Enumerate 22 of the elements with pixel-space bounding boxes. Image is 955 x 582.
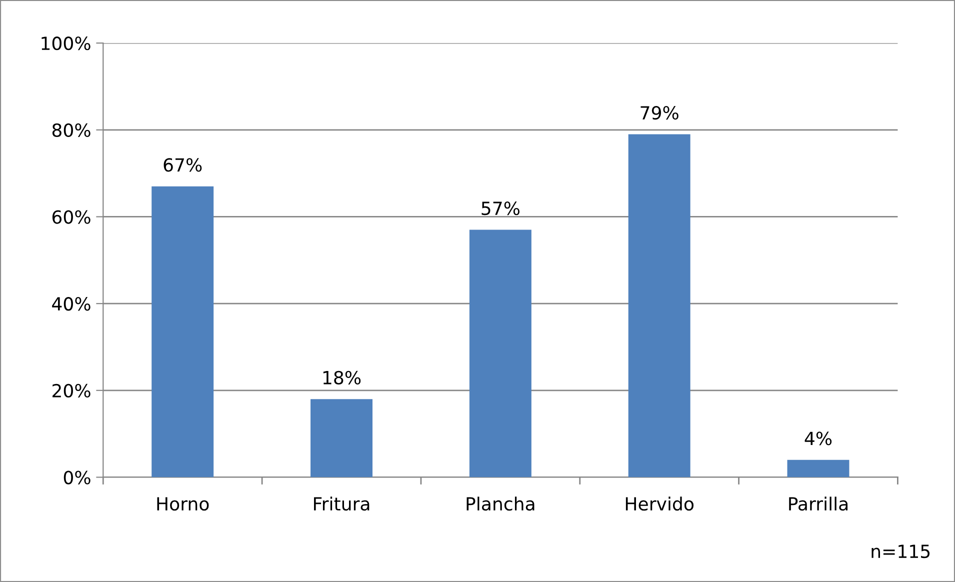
y-tick-label: 60% — [52, 210, 90, 224]
data-label: 18% — [323, 370, 361, 384]
data-label: 79% — [640, 106, 678, 120]
y-tick-label: 20% — [52, 384, 90, 398]
y-tick-label: 0% — [64, 470, 90, 484]
x-tick-label: Parrilla — [789, 496, 848, 511]
data-label: 57% — [482, 201, 520, 216]
x-tick-label: Horno — [157, 497, 209, 511]
y-tick-label: 100% — [42, 36, 90, 50]
bar — [469, 230, 532, 478]
text: n=115 — [872, 544, 930, 558]
y-tick-label: 40% — [52, 297, 90, 311]
x-tick-label: Fritura — [314, 496, 370, 511]
bar — [787, 460, 850, 478]
data-label: 67% — [164, 158, 202, 172]
bar — [310, 399, 372, 478]
bar — [152, 186, 214, 478]
x-tick-label: Plancha — [466, 496, 534, 511]
y-tick-label: 80% — [52, 123, 90, 138]
bar — [628, 134, 690, 478]
x-tick-label: Hervido — [626, 496, 694, 511]
data-label: 4% — [804, 432, 832, 446]
